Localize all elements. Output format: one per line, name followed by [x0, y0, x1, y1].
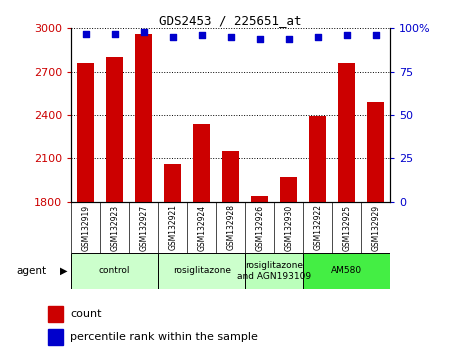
Text: GSM132925: GSM132925 — [342, 204, 351, 251]
Bar — [280, 177, 297, 202]
Text: GSM132923: GSM132923 — [110, 204, 119, 251]
Point — [256, 36, 263, 41]
Point — [343, 33, 350, 38]
Bar — [135, 34, 152, 202]
Bar — [158, 253, 245, 289]
Bar — [71, 253, 158, 289]
Text: agent: agent — [16, 266, 46, 276]
Point — [140, 29, 147, 35]
Text: GSM132927: GSM132927 — [139, 204, 148, 251]
Bar — [251, 196, 269, 202]
Bar — [309, 116, 326, 202]
Text: GSM132922: GSM132922 — [313, 205, 322, 250]
Point — [82, 31, 90, 36]
Text: GSM132924: GSM132924 — [197, 204, 206, 251]
Text: percentile rank within the sample: percentile rank within the sample — [70, 332, 258, 342]
Text: GSM132919: GSM132919 — [81, 204, 90, 251]
Text: count: count — [70, 309, 101, 319]
Bar — [338, 63, 355, 202]
Point — [314, 34, 321, 40]
Bar — [245, 253, 303, 289]
Text: rosiglitazone
and AGN193109: rosiglitazone and AGN193109 — [237, 261, 311, 280]
Text: ▶: ▶ — [60, 266, 67, 276]
Bar — [303, 253, 390, 289]
Bar — [77, 63, 95, 202]
Bar — [193, 124, 210, 202]
Bar — [48, 329, 63, 345]
Point — [227, 34, 235, 40]
Text: AM580: AM580 — [331, 266, 362, 275]
Bar — [48, 306, 63, 321]
Point — [111, 31, 118, 36]
Bar — [222, 151, 239, 202]
Text: GSM132929: GSM132929 — [371, 204, 380, 251]
Point — [285, 36, 292, 41]
Text: GSM132930: GSM132930 — [284, 204, 293, 251]
Bar — [367, 102, 384, 202]
Point — [372, 33, 379, 38]
Bar — [106, 57, 123, 202]
Point — [198, 33, 205, 38]
Bar — [164, 164, 181, 202]
Text: rosiglitazone: rosiglitazone — [173, 266, 230, 275]
Point — [169, 34, 176, 40]
Text: GSM132928: GSM132928 — [226, 205, 235, 250]
Text: control: control — [99, 266, 130, 275]
Text: GSM132921: GSM132921 — [168, 205, 177, 250]
Title: GDS2453 / 225651_at: GDS2453 / 225651_at — [159, 14, 302, 27]
Text: GSM132926: GSM132926 — [255, 204, 264, 251]
